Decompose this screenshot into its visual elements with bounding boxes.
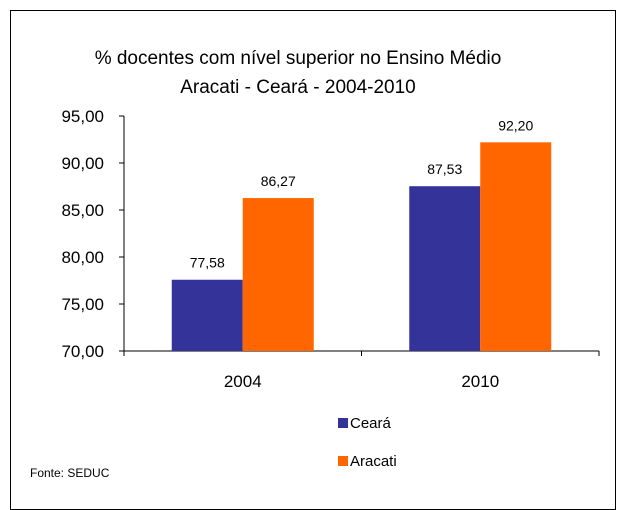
x-tick-label: 2010 [461,372,499,391]
legend: Ceará Aracati [338,415,397,470]
data-label: 87,53 [427,161,462,177]
bar-chart: % docentes com nível superior no Ensino … [30,48,600,480]
axes: 70,00 75,00 80,00 85,00 90,00 95,00 2004 2010 [61,107,600,391]
bar-aracati [480,142,552,351]
bars: 77,58 86,27 87,53 92,20 [171,117,552,351]
y-tick-label: 95,00 [61,107,104,126]
bar-aracati [242,198,314,351]
y-tick-label: 90,00 [61,154,104,173]
data-label: 77,58 [190,255,225,271]
chart-subtitle: Aracati - Ceará - 2004-2010 [180,77,416,98]
legend-label: Ceará [350,415,392,432]
chart-title: % docentes com nível superior no Ensino … [95,48,502,69]
data-label: 86,27 [261,173,296,189]
y-tick-label: 70,00 [61,342,104,361]
bar-cear [409,186,481,351]
bar-cear [171,279,243,351]
x-tick-label: 2004 [224,372,262,391]
data-label: 92,20 [498,117,533,133]
legend-label: Aracati [350,453,397,470]
y-tick-label: 80,00 [61,248,104,267]
source-note: Fonte: SEDUC [30,466,110,480]
legend-swatch [338,456,348,466]
y-tick-label: 85,00 [61,201,104,220]
legend-swatch [338,418,348,428]
y-tick-label: 75,00 [61,295,104,314]
